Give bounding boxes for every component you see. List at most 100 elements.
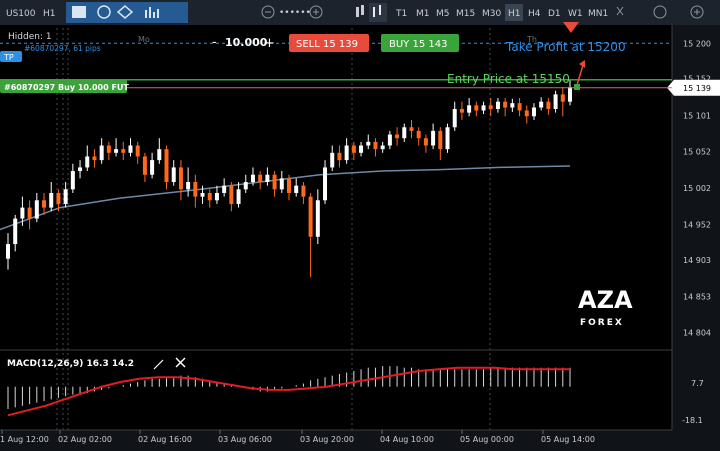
candlestick-icon[interactable]: [356, 5, 364, 17]
candle: [351, 141, 356, 161]
macd-tick-1: 7.7: [691, 379, 704, 388]
candle: [200, 185, 205, 204]
price-tick: 15 002: [683, 184, 711, 193]
timeframe-m5[interactable]: M5: [436, 9, 450, 19]
hidden-count: Hidden: 1: [8, 32, 52, 42]
sell-button[interactable]: [289, 34, 369, 52]
candles: [6, 79, 572, 277]
take-profit-annotation: Take Profit at 15200: [505, 40, 626, 54]
zoom-in-icon[interactable]: [309, 5, 323, 19]
volume-plus-button[interactable]: +: [264, 36, 275, 51]
candle: [78, 160, 83, 179]
candle: [337, 145, 342, 168]
candle: [481, 101, 486, 115]
time-tick: 03 Aug 20:00: [300, 435, 354, 444]
candle: [279, 171, 284, 193]
symbol-label[interactable]: US100: [6, 9, 36, 19]
candle: [157, 138, 162, 164]
candle: [373, 138, 378, 157]
zoom-out-icon[interactable]: [261, 5, 275, 19]
price-tick: 14 853: [683, 293, 711, 302]
edit-icon[interactable]: [153, 359, 164, 370]
candle: [380, 141, 385, 153]
templates-icon[interactable]: [145, 7, 159, 18]
candle: [164, 145, 169, 190]
buy-button[interactable]: [381, 34, 459, 52]
candle: [459, 101, 464, 120]
timeframe-selector: T1 M1 M5 M15 M30 H1 H4 D1 W1 MN1: [395, 4, 608, 21]
settings-icon[interactable]: [616, 6, 624, 16]
timeframe-h1[interactable]: H1: [508, 9, 521, 19]
macd-label: MACD(12,26,9) 16.3 14.2: [7, 359, 134, 369]
timeframe-m15[interactable]: M15: [456, 9, 475, 19]
chart-type-icon[interactable]: [72, 6, 86, 18]
tp-marker-icon: [563, 22, 579, 33]
candle: [387, 130, 392, 150]
candle: [49, 182, 54, 212]
candle: [214, 185, 219, 204]
bar-chart-icon[interactable]: [369, 3, 387, 22]
candle: [150, 152, 155, 179]
candle: [294, 178, 299, 197]
macd-histogram: [7, 366, 571, 409]
candle: [568, 79, 572, 106]
add-icon[interactable]: [690, 5, 704, 19]
timeframe-t1[interactable]: T1: [395, 9, 407, 19]
timeframe-m30[interactable]: M30: [482, 9, 501, 19]
candle: [423, 134, 428, 153]
candle: [366, 134, 371, 150]
position-label[interactable]: [0, 79, 127, 93]
timeframe-m1[interactable]: M1: [416, 9, 430, 19]
time-tick: 02 Aug 16:00: [138, 435, 192, 444]
candle: [308, 192, 313, 277]
svg-text:TP: TP: [3, 53, 14, 62]
candle: [301, 182, 306, 204]
candle: [243, 174, 248, 193]
close-icon[interactable]: [175, 357, 186, 368]
candle: [546, 98, 551, 115]
candle: [13, 214, 18, 252]
candle: [114, 138, 119, 157]
candle: [70, 163, 75, 193]
timeframe-d1[interactable]: D1: [548, 9, 561, 19]
timeframe-w1[interactable]: W1: [568, 9, 583, 19]
camera-icon[interactable]: [653, 5, 667, 19]
entry-price-annotation: Entry Price at 15150: [447, 72, 570, 86]
candle: [438, 127, 443, 161]
candle: [63, 182, 68, 208]
candle: [560, 87, 565, 117]
moving-average-line: [0, 165, 571, 231]
candle: [359, 141, 364, 157]
candle: [402, 123, 407, 142]
price-tick: 14 804: [683, 328, 711, 337]
candle: [553, 90, 558, 113]
tp-badge[interactable]: [0, 51, 22, 62]
logo: AZA: [578, 286, 633, 314]
candle: [193, 174, 198, 208]
weekday-label-mo: Mo: [138, 35, 150, 44]
candle: [344, 138, 349, 164]
indicators-icon[interactable]: [97, 5, 111, 19]
time-tick: 02 Aug 02:00: [58, 435, 112, 444]
candle: [258, 171, 263, 190]
candle: [236, 182, 241, 208]
candle: [503, 98, 508, 117]
svg-text:••••••: ••••••: [279, 8, 311, 18]
volume-value[interactable]: 10.000: [225, 36, 268, 49]
candle: [142, 152, 147, 183]
timeframe-mn1[interactable]: MN1: [588, 9, 608, 19]
candle: [135, 141, 140, 164]
volume-minus-button[interactable]: -: [212, 35, 217, 50]
price-tick: 14 952: [683, 220, 711, 229]
timeframe-h4[interactable]: H4: [528, 9, 541, 19]
candle: [488, 98, 493, 117]
timeframe-label[interactable]: H1: [43, 9, 56, 19]
candle: [272, 171, 277, 197]
candle: [539, 97, 544, 111]
macd-tick-2: -18.1: [682, 416, 703, 425]
drawing-icon[interactable]: [116, 5, 134, 19]
candle: [531, 103, 536, 120]
grid: [56, 28, 491, 430]
